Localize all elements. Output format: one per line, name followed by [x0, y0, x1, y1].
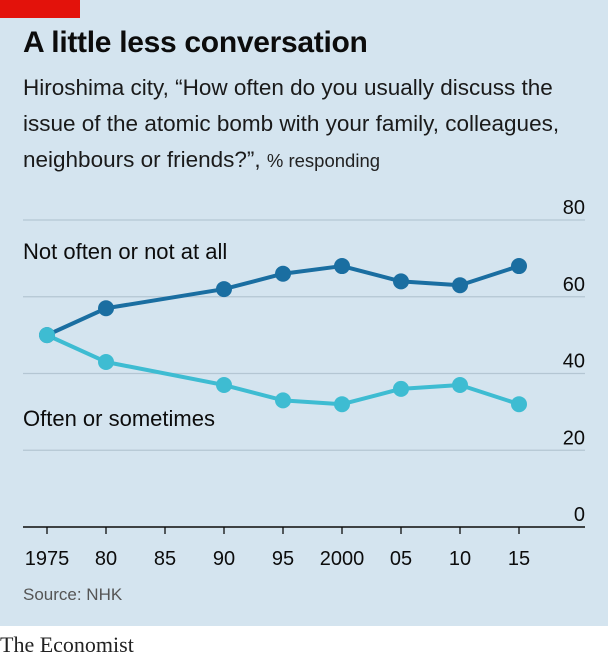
x-tick-label-2005: 05: [390, 548, 412, 570]
publication-logo: The Economist: [0, 632, 134, 657]
data-point-s1-2005: [393, 380, 409, 397]
data-point-s0-2010: [452, 277, 468, 294]
data-point-s0-1980: [98, 300, 114, 317]
series-label-often: Often or sometimes: [23, 406, 215, 431]
x-tick-label-1980: 80: [95, 548, 117, 570]
y-tick-label-80: 80: [563, 197, 585, 219]
x-tick-label-1995: 95: [272, 548, 294, 570]
x-axis: 1975 80 85 90 95 2000 05 10 15: [23, 526, 585, 570]
data-point-s0-2015: [511, 258, 527, 275]
data-point-s1-1990: [216, 377, 232, 394]
data-point-s1-1980: [98, 353, 114, 370]
brand-red-tab: [0, 0, 80, 18]
data-point-s1-1975: [39, 327, 55, 344]
source-note: Source: NHK: [23, 585, 123, 604]
chart-subtitle: Hiroshima city, “How often do you usuall…: [23, 70, 593, 179]
y-tick-label-20: 20: [563, 427, 585, 449]
series-line-1: [46, 333, 520, 407]
line-chart: 1975 80 85 90 95 2000 05 10 15 0 20 40 60 80 Not oft…: [23, 197, 585, 570]
data-point-s0-2000: [334, 258, 350, 275]
data-point-s1-2000: [334, 396, 350, 413]
data-point-s1-2015: [511, 396, 527, 413]
series-label-not-often: Not often or not at all: [23, 239, 227, 264]
y-tick-label-0: 0: [574, 504, 585, 526]
data-point-s0-2005: [393, 273, 409, 290]
data-point-s0-1990: [216, 281, 232, 298]
y-tick-label-60: 60: [563, 274, 585, 296]
series-line-0: [46, 264, 520, 337]
x-tick-label-1985: 85: [154, 548, 176, 570]
x-tick-label-1990: 90: [213, 548, 235, 570]
x-tick-label-2010: 10: [449, 548, 471, 570]
data-point-s1-1995: [275, 392, 291, 409]
x-tick-label-2000: 2000: [320, 548, 365, 570]
series-group: [39, 258, 527, 413]
x-tick-label-1975: 1975: [25, 548, 70, 570]
unit-label: % responding: [266, 150, 381, 171]
subtitle-text: Hiroshima city, “How often do you usuall…: [23, 75, 560, 172]
y-axis-ticks: 0 20 40 60 80: [563, 197, 585, 526]
data-point-s1-2010: [452, 377, 468, 394]
x-tick-label-2015: 15: [508, 548, 530, 570]
data-point-s0-1995: [275, 265, 291, 282]
gridlines: [23, 219, 585, 451]
y-tick-label-40: 40: [563, 351, 585, 373]
chart-title: A little less conversation: [23, 26, 368, 59]
